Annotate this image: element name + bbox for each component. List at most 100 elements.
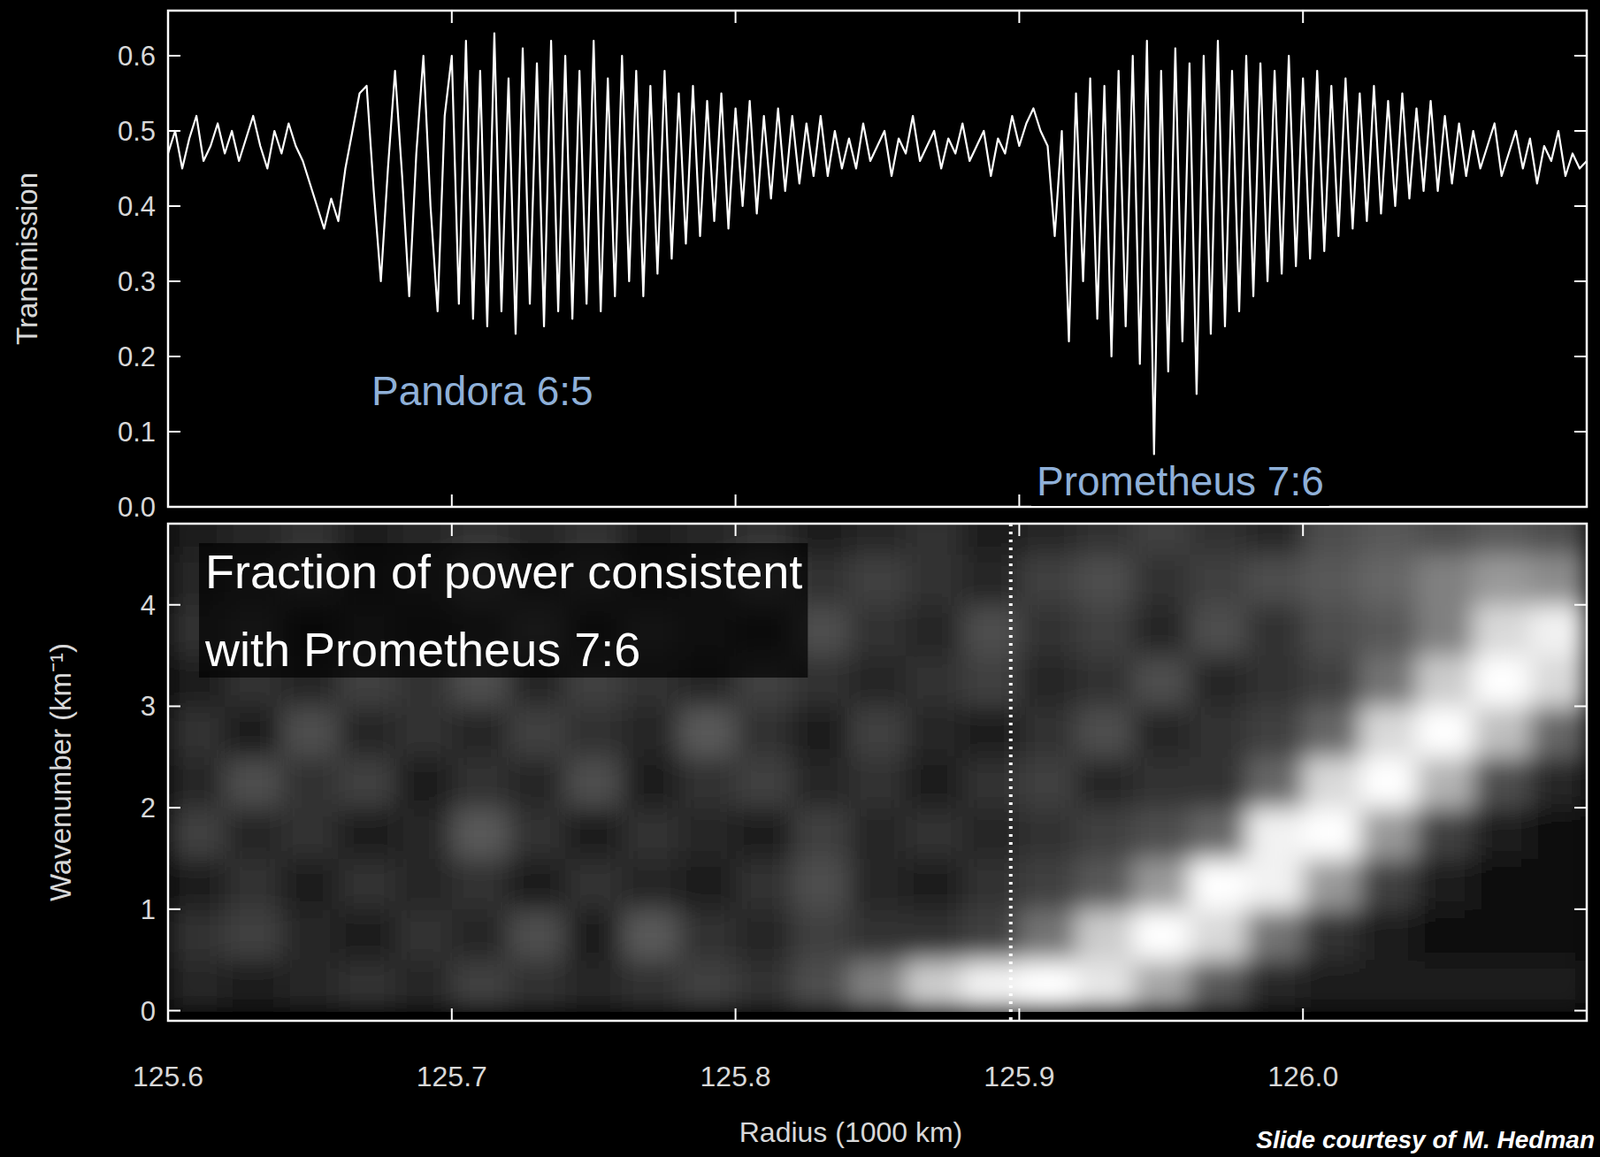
y-tick [168, 704, 181, 707]
heat-cell [337, 857, 396, 910]
heat-cell [168, 857, 226, 910]
heat-cell [451, 807, 510, 859]
heat-cell [1133, 807, 1191, 859]
heat-cell [1018, 705, 1077, 758]
heat-cell [1416, 553, 1475, 605]
label-patch [366, 366, 599, 416]
heat-cell [508, 959, 567, 1011]
heat-cell [905, 655, 964, 707]
y-tick-label: 0.3 [117, 266, 156, 298]
label-patch [1031, 456, 1330, 506]
heat-cell [905, 705, 964, 758]
heat-cell [678, 857, 736, 910]
heat-cell [1302, 604, 1361, 657]
heat-cell [1302, 909, 1361, 961]
heatmap [168, 523, 1587, 1011]
y-tick [1574, 505, 1587, 508]
heat-cell [508, 857, 567, 910]
heat-cell [735, 757, 794, 809]
y-tick [1574, 908, 1587, 911]
x-tick [734, 494, 737, 507]
heat-cell [792, 857, 850, 910]
heat-cell [792, 909, 850, 961]
y-tick [1574, 806, 1587, 809]
heat-cell [905, 807, 964, 859]
heat-cell [1076, 959, 1134, 1011]
heat-cell [1189, 523, 1248, 555]
heat-cell [905, 909, 964, 961]
axes: 01234125.6125.7125.8125.9126.0 [132, 523, 1587, 1093]
x-tick [451, 10, 453, 23]
heat-cell [337, 959, 396, 1011]
heat-cell [1018, 553, 1077, 605]
heat-cell [1246, 757, 1304, 809]
x-tick [167, 10, 169, 23]
heat-cell [395, 909, 453, 961]
heat-cell [451, 757, 510, 809]
y-tick-label: 0.6 [117, 40, 156, 72]
heat-cell [621, 959, 680, 1011]
heat-cell [1530, 757, 1587, 809]
plot-area [168, 523, 1587, 1021]
heat-cell [1359, 705, 1417, 758]
heat-cell [281, 705, 339, 758]
x-tick [167, 494, 169, 507]
heat-cell [337, 807, 396, 859]
heat-cell [1359, 757, 1417, 809]
heat-cell [1246, 655, 1304, 707]
heat-cell [1076, 553, 1134, 605]
heat-cell [1530, 655, 1587, 707]
heat-cell [1076, 655, 1134, 707]
heat-cell [905, 553, 964, 605]
plot-frame [168, 10, 1587, 507]
y-tick [168, 355, 181, 358]
axes: 0.00.10.20.30.40.50.6 [117, 10, 1587, 523]
y-tick [1574, 604, 1587, 606]
heat-cell [1473, 523, 1532, 555]
x-tick [1301, 10, 1304, 23]
heat-cell [1076, 757, 1134, 809]
heat-cell [1473, 604, 1532, 657]
heat-cell [337, 705, 396, 758]
heat-cell [678, 705, 736, 758]
heat-cell [1530, 909, 1587, 961]
annotation-group: Fraction of power consistentwith Prometh… [199, 543, 808, 678]
x-tick [734, 10, 737, 23]
x-tick-label: 125.6 [132, 1060, 204, 1093]
y-tick [1574, 355, 1587, 358]
y-tick-label: 4 [140, 589, 156, 621]
heat-cell [1302, 523, 1361, 555]
heat-cell [849, 523, 907, 555]
heat-cell [1530, 523, 1587, 555]
y-tick-label: 0.4 [117, 191, 156, 223]
heat-cell [1416, 604, 1475, 657]
heat-cell [1473, 553, 1532, 605]
heat-cell [565, 705, 623, 758]
heat-cell [1473, 959, 1532, 1011]
heat-cell [168, 959, 226, 1011]
x-tick-label: 125.7 [416, 1060, 488, 1093]
heat-cell [1133, 655, 1191, 707]
heat-cell [1530, 604, 1587, 657]
heat-cell [168, 909, 226, 961]
annotation: Fraction of power consistentwith Prometh… [204, 544, 803, 676]
plot-area [168, 33, 1587, 455]
annotation: Pandora 6:5 [371, 367, 594, 414]
y-tick [168, 505, 181, 508]
x-tick [1018, 523, 1020, 536]
y-tick [168, 908, 181, 911]
page: {"chart_data": [ {"type": "line", "y_lab… [0, 0, 1600, 1157]
heat-cell [1246, 523, 1304, 555]
heat-cell [1302, 807, 1361, 859]
heat-cell [962, 909, 1020, 961]
plot-frame [168, 523, 1587, 1021]
heat-cell [1473, 857, 1532, 910]
heat-cell [735, 909, 794, 961]
heat-cell [1018, 807, 1077, 859]
x-tick [1301, 1008, 1304, 1021]
x-tick-label: 125.8 [700, 1060, 772, 1093]
heat-cell [1359, 807, 1417, 859]
heat-cell [1302, 655, 1361, 707]
y-tick [168, 1010, 181, 1012]
heat-cell [1416, 705, 1475, 758]
